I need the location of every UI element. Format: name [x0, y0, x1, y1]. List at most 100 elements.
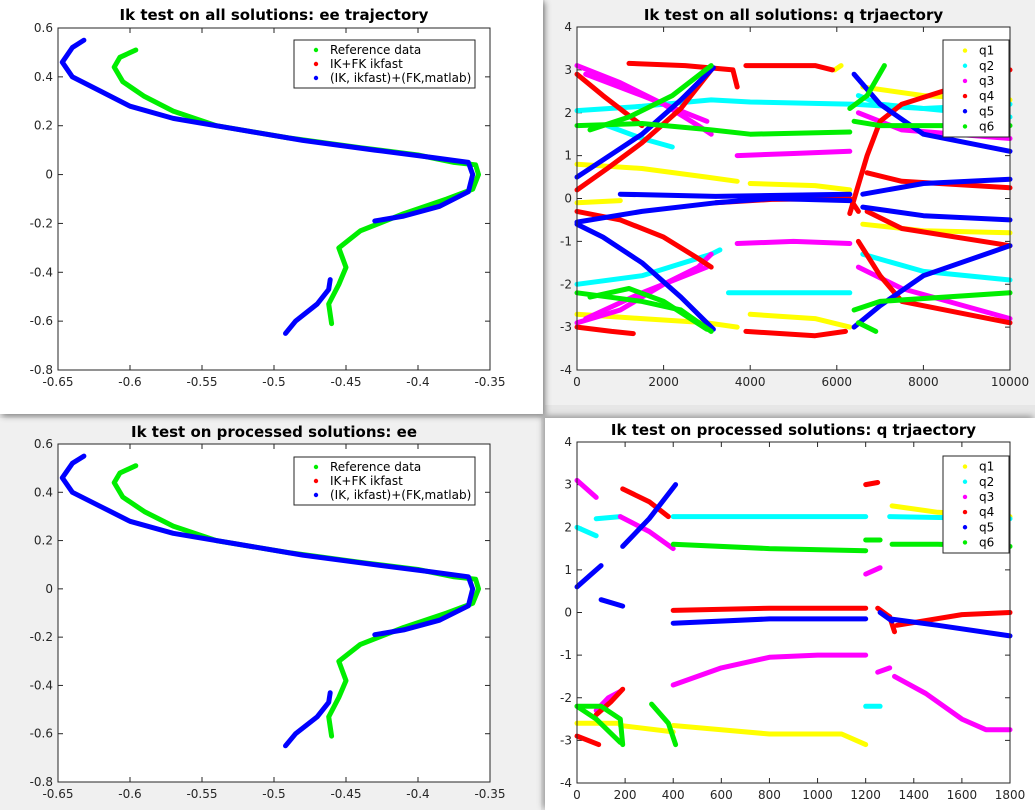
legend-label: q4: [979, 89, 994, 103]
legend-marker: [313, 492, 319, 498]
series-0-trace: [617, 723, 676, 735]
legend-label: q4: [979, 505, 994, 519]
y-tick-label: 0.6: [34, 437, 53, 451]
legend-marker: [313, 464, 319, 470]
x-tick-label: -0.45: [330, 375, 361, 389]
axes-box: [576, 26, 1011, 371]
y-tick-label: 1: [564, 563, 572, 577]
series-2-trace: [59, 453, 476, 638]
series-1-trace: [574, 247, 723, 287]
x-tick-label: 0: [573, 375, 581, 389]
legend-label: IK+FK ikfast: [330, 474, 403, 488]
series-4-trace: [851, 243, 1013, 330]
series-3-trace: [574, 324, 636, 337]
series-3-trace: [855, 238, 1013, 326]
x-tick-label: 200: [614, 788, 637, 802]
legend-label: q1: [979, 460, 994, 474]
y-tick-label: -4: [560, 363, 572, 377]
legend-label: q1: [979, 44, 994, 58]
x-tick-label: -0.4: [406, 375, 429, 389]
x-tick-label: -0.55: [186, 375, 217, 389]
legend-label: q3: [979, 490, 994, 504]
x-tick-label: -0.5: [262, 787, 285, 801]
chart-title: Ik test on processed solutions: ee: [131, 423, 417, 441]
series-0-trace: [670, 723, 869, 748]
y-tick-label: 4: [564, 20, 572, 34]
y-tick-label: -2: [560, 277, 572, 291]
series-1-trace: [574, 524, 599, 539]
x-tick-label: -0.45: [330, 787, 361, 801]
window-processed-ee: Ik test on processed solutions: ee -0.65-…: [0, 418, 541, 810]
x-tick-label: -0.65: [42, 787, 73, 801]
y-tick-label: -0.4: [30, 678, 53, 692]
legend-label: q2: [979, 475, 994, 489]
y-tick-label: 2: [564, 106, 572, 120]
series-2-trace: [892, 673, 1013, 733]
y-tick-label: -3: [560, 733, 572, 747]
x-tick-label: 10000: [991, 375, 1029, 389]
series-5-trace: [574, 703, 626, 748]
legend-label: Reference data: [330, 43, 421, 57]
axes-box: [576, 441, 1011, 784]
legend-marker: [962, 48, 968, 53]
y-tick-label: -1: [560, 234, 572, 248]
y-tick-label: -3: [560, 320, 572, 334]
series-3-trace: [670, 605, 869, 613]
series-3-trace: [864, 170, 1013, 191]
y-tick-label: -0.2: [30, 216, 53, 230]
series-5-trace: [855, 320, 879, 334]
series-0-trace: [832, 63, 844, 73]
x-tick-label: 1400: [899, 788, 930, 802]
y-tick-label: 0: [564, 192, 572, 206]
y-tick-label: 3: [564, 478, 572, 492]
series-4-trace: [598, 597, 626, 609]
chart-ee-trajectory: Ik test on all solutions: ee trajectory -…: [30, 6, 506, 389]
series-4-trace: [860, 176, 1013, 197]
legend-label: q3: [979, 74, 994, 88]
series-4-trace: [574, 65, 716, 180]
series-1-trace: [593, 514, 623, 522]
legend-marker: [313, 478, 319, 484]
series-3-trace: [743, 63, 835, 73]
series-2-trace: [617, 514, 676, 552]
x-tick-label: -0.65: [42, 375, 73, 389]
legend-marker: [962, 525, 968, 530]
series-0-trace: [747, 311, 853, 330]
legend-label: (IK, ikfast)+(FK,matlab): [330, 488, 471, 502]
plot-area: [577, 442, 1010, 783]
y-tick-label: -2: [560, 691, 572, 705]
x-tick-label: 1800: [995, 788, 1026, 802]
legend-label: q5: [979, 520, 994, 534]
series-2-trace: [670, 652, 869, 688]
series-4-trace: [617, 191, 853, 199]
x-tick-label: 2000: [648, 375, 679, 389]
x-tick-label: 800: [758, 788, 781, 802]
series-3-trace: [743, 328, 848, 339]
series-5-trace: [587, 286, 710, 332]
x-tick-label: -0.4: [406, 787, 429, 801]
legend-marker: [962, 509, 968, 515]
x-tick-label: 0: [573, 788, 581, 802]
series-3-trace: [864, 208, 1013, 249]
y-tick-label: -0.8: [30, 775, 53, 789]
axes-box: [57, 443, 491, 783]
series-2-trace: [574, 477, 599, 500]
series-3-trace: [574, 733, 602, 748]
series-2-trace: [283, 690, 333, 749]
y-tick-label: 0: [564, 606, 572, 620]
legend-box: [942, 39, 1010, 138]
y-tick-label: 0: [45, 168, 53, 182]
axes-box: [57, 27, 491, 371]
y-tick-label: 1: [564, 149, 572, 163]
legend-marker: [962, 78, 968, 84]
x-tick-label: 600: [710, 788, 733, 802]
x-tick-label: 1600: [947, 788, 978, 802]
legend-label: (IK, ikfast)+(FK,matlab): [330, 71, 471, 85]
y-tick-label: -0.4: [30, 265, 53, 279]
legend-box: [293, 39, 476, 89]
y-tick-label: -4: [560, 776, 572, 790]
legend-label: q5: [979, 104, 994, 118]
legend-label: q6: [979, 535, 994, 549]
